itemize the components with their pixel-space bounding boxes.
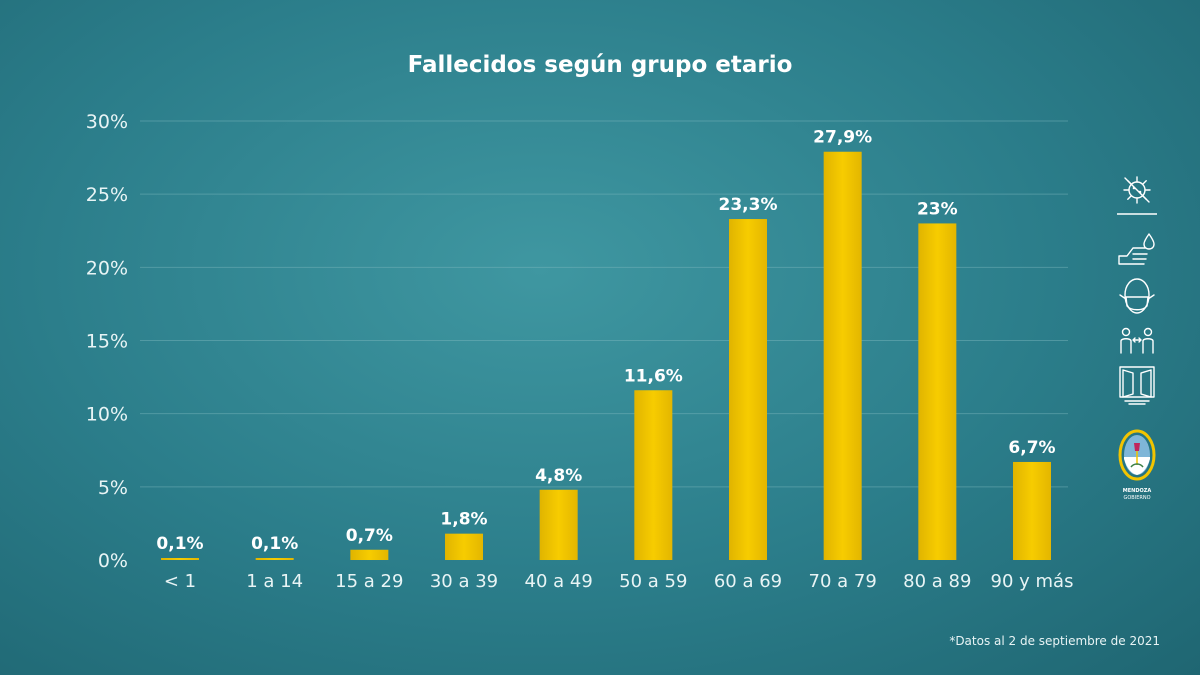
mendoza-coat-of-arms-icon (1118, 429, 1156, 481)
face-mask-icon (1119, 278, 1155, 314)
footnote: *Datos al 2 de septiembre de 2021 (949, 634, 1160, 648)
grid-lines (140, 120, 1068, 488)
bar (161, 558, 199, 560)
data-label: 11,6% (624, 366, 683, 386)
hand-wash-icon (1118, 233, 1155, 265)
x-tick-label: 60 a 69 (714, 571, 782, 592)
x-tick-label: 50 a 59 (619, 571, 687, 592)
x-tick-label: 70 a 79 (809, 571, 877, 592)
bar (445, 533, 483, 560)
y-tick-label: 15% (86, 331, 128, 353)
data-label: 23% (917, 199, 958, 219)
bars (161, 151, 1051, 561)
y-tick-label: 30% (86, 111, 128, 133)
data-label: 27,9% (813, 128, 872, 148)
y-axis-ticks: 0% 5% 10% 15% 20% 25% 30% (86, 111, 128, 572)
bar (918, 223, 957, 560)
data-label: 6,7% (1008, 438, 1055, 458)
data-label: 4,8% (535, 466, 582, 486)
sidebar-icons: MENDOZA GOBIERNO (1117, 176, 1157, 501)
bar (1013, 461, 1051, 560)
bar (823, 151, 862, 561)
data-label: 0,1% (156, 534, 203, 554)
virus-icon (1123, 176, 1151, 204)
x-tick-label: 30 a 39 (430, 571, 498, 592)
y-tick-label: 5% (98, 477, 128, 499)
data-labels: 0,1% 0,1% 0,7% 1,8% 4,8% 11,6% 23,3% 27,9% 23% 6,… (156, 128, 1055, 554)
social-distance-icon (1120, 327, 1154, 354)
bar (729, 219, 767, 560)
x-tick-label: 80 a 89 (903, 571, 971, 592)
y-tick-label: 20% (86, 257, 128, 279)
bar (350, 549, 389, 560)
x-tick-label: 15 a 29 (335, 571, 403, 592)
bar (539, 489, 578, 560)
logo-text-line-1: MENDOZA (1123, 488, 1152, 494)
x-tick-label: 40 a 49 (525, 571, 593, 592)
y-tick-label: 10% (86, 404, 128, 426)
window-ventilation-icon (1119, 366, 1155, 405)
x-tick-label: < 1 (164, 571, 196, 592)
x-tick-label: 90 y más (991, 571, 1074, 592)
data-label: 0,1% (251, 534, 298, 554)
bar (634, 390, 673, 560)
data-label: 23,3% (719, 195, 778, 215)
x-tick-label: 1 a 14 (246, 571, 303, 592)
data-label: 0,7% (346, 526, 393, 546)
bar (255, 558, 294, 560)
logo-text-line-2: GOBIERNO (1123, 495, 1150, 501)
y-tick-label: 25% (86, 184, 128, 206)
y-tick-label: 0% (98, 550, 128, 572)
x-axis-ticks: < 1 1 a 14 15 a 29 30 a 39 40 a 49 50 a 59 60 … (164, 571, 1074, 592)
data-label: 1,8% (440, 510, 487, 530)
chart-title: Fallecidos según grupo etario (408, 52, 793, 78)
